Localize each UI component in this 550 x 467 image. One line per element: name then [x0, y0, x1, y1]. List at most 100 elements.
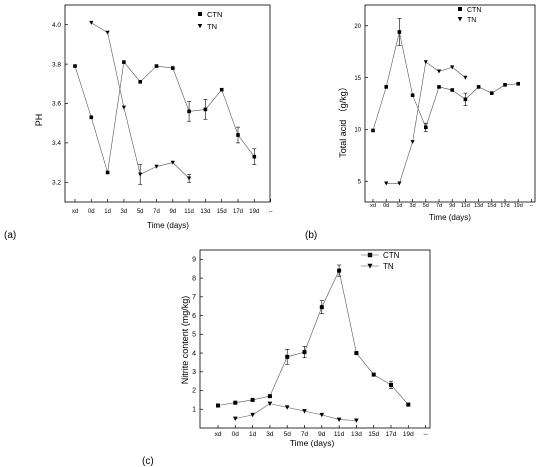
x-tick-label: --: [423, 431, 427, 438]
y-tick-label: 4: [192, 350, 196, 357]
panel-c-axes: 1 2 3 4 5 6 7 8 9 xd 0d 1d 3d 5d 7d 9d 11d 13d 15d 17d 19d --: [192, 257, 428, 438]
x-tick-label: 5d: [137, 209, 144, 215]
panel-c-chart: 1 2 3 4 5 6 7 8 9 xd 0d 1d 3d 5d 7d 9d 11d 13d 15d 17d 19d --…: [142, 249, 431, 467]
data-point-ctn: [490, 91, 494, 95]
data-point-ctn: [371, 128, 375, 133]
y-tick-label: 3: [192, 369, 196, 376]
x-tick-label: xd: [72, 209, 78, 215]
panel-c-ylabel: Nitrite content (mg/kg): [180, 296, 190, 385]
legend-label: CTN: [383, 251, 400, 260]
x-tick-label: 11d: [461, 203, 470, 209]
panel-a-axes: 3.2 3.4 3.6 3.8 4.0 xd 0d 1d 3d 5d 7d 9d 11d 13d 15d 17…: [52, 22, 273, 215]
series-line-ctn: [74, 61, 255, 173]
data-point-ctn: [302, 350, 307, 355]
x-tick-label: 17d: [386, 431, 397, 438]
panel-c-plot-frame: [199, 249, 431, 429]
panel-c-legend: CTN TN: [361, 251, 400, 271]
x-tick-label: 15d: [217, 209, 227, 215]
panel-c-xlabel: Time (days): [290, 438, 335, 448]
data-point-tn: [436, 69, 442, 74]
data-point-ctn: [252, 154, 257, 159]
series-line-ctn: [217, 269, 409, 406]
legend-marker-tn: [197, 24, 203, 29]
data-point-tn: [284, 405, 290, 410]
data-point-ctn: [138, 80, 142, 84]
data-point-ctn: [410, 93, 415, 98]
data-point-ctn: [371, 372, 376, 377]
series-line-tn: [91, 22, 190, 179]
data-point-ctn: [285, 354, 290, 359]
data-point-ctn: [233, 400, 238, 405]
x-tick-label: --: [269, 209, 273, 215]
data-point-tn: [154, 164, 159, 169]
data-point-tn: [302, 409, 307, 414]
data-point-ctn: [354, 351, 359, 356]
data-point-ctn: [437, 85, 441, 89]
x-tick-label: 7d: [153, 209, 160, 215]
y-tick-label: 3.2: [52, 180, 61, 187]
x-tick-label: --: [530, 203, 534, 209]
data-point-tn: [105, 30, 110, 35]
data-point-tn: [384, 181, 389, 186]
legend-marker-tn: [457, 17, 463, 22]
y-tick-label: 3.6: [52, 101, 61, 108]
data-point-ctn: [476, 85, 481, 89]
x-tick-label: 9d: [169, 209, 176, 215]
data-point-tn: [121, 105, 126, 110]
series-line-ctn: [372, 31, 519, 131]
panel-b-chart: 5 10 15 20 xd 0d 1d 3d 5d 7d 9d 11d 13d 15d 17d 19d -- C…: [305, 4, 536, 241]
data-point-ctn: [187, 109, 191, 114]
panel-b-plot-frame: [364, 4, 536, 203]
x-tick-label: 19d: [403, 431, 414, 438]
data-point-tn: [354, 418, 359, 423]
panel-a-tag: (a): [4, 230, 16, 241]
data-point-ctn: [219, 87, 224, 92]
data-point-tn: [170, 160, 175, 165]
x-tick-label: 11d: [184, 209, 194, 215]
data-point-ctn: [89, 115, 94, 120]
panel-c-tag: (c): [142, 456, 154, 467]
panel-b-xlabel: Time (days): [429, 213, 471, 222]
x-tick-label: 0d: [383, 203, 389, 209]
x-tick-label: 3d: [266, 431, 274, 438]
y-tick-label: 7: [192, 294, 196, 301]
y-tick-label: 3.4: [52, 140, 61, 147]
data-point-ctn: [384, 85, 388, 89]
y-tick-label: 1: [192, 406, 196, 413]
x-tick-label: 19d: [514, 203, 523, 209]
legend-label: CTN: [207, 10, 222, 19]
data-point-ctn: [236, 133, 240, 137]
data-point-ctn: [216, 403, 220, 408]
x-tick-label: 13d: [200, 209, 210, 215]
x-tick-label: 7d: [436, 203, 442, 209]
legend-label: CTN: [467, 7, 481, 14]
series-line-tn: [386, 61, 466, 184]
y-tick-label: 10: [354, 128, 361, 134]
panel-b-legend: CTN TN: [457, 7, 481, 24]
data-point-tn: [336, 417, 342, 422]
data-point-tn: [187, 176, 192, 181]
data-point-tn: [463, 75, 468, 80]
data-point-ctn: [73, 64, 77, 68]
y-tick-label: 15: [354, 76, 361, 82]
data-point-ctn: [337, 268, 342, 273]
data-point-ctn: [105, 170, 110, 175]
data-point-tn: [319, 412, 325, 418]
data-point-tn: [267, 401, 273, 407]
data-point-ctn: [171, 66, 175, 70]
panel-a-xlabel: Time (days): [147, 221, 189, 230]
x-tick-label: 1d: [104, 209, 111, 215]
y-tick-label: 8: [192, 275, 196, 282]
data-point-ctn: [397, 30, 402, 34]
data-point-ctn: [424, 125, 428, 130]
legend-label: TN: [467, 17, 476, 24]
x-tick-label: 1d: [396, 203, 402, 209]
data-point-ctn: [250, 397, 255, 402]
data-point-ctn: [450, 88, 454, 92]
y-tick-label: 9: [192, 257, 196, 264]
y-tick-label: 6: [192, 313, 196, 320]
x-tick-label: 15d: [368, 431, 379, 438]
data-point-tn: [250, 412, 255, 418]
panel-a-marks: [73, 20, 257, 185]
